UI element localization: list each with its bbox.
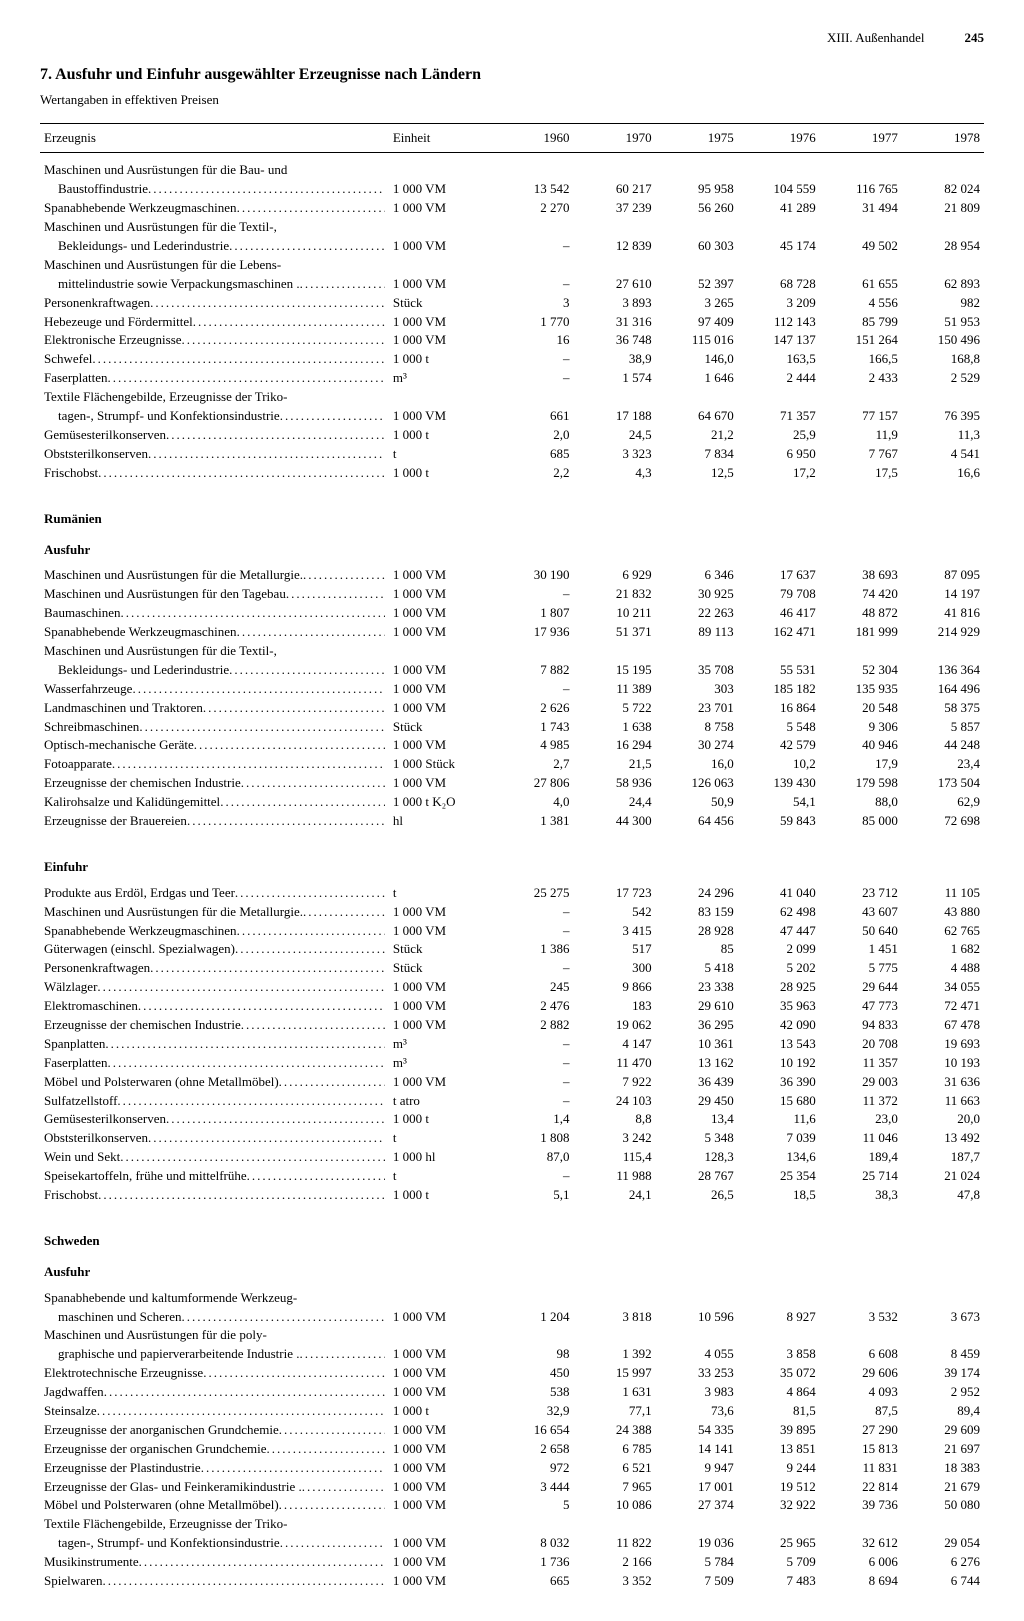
table-row: Personenkraftwagen Stück–3005 4185 2025 …	[40, 959, 984, 978]
col-product: Erzeugnis	[40, 123, 389, 153]
table-row: Güterwagen (einschl. Spezialwagen) Stück…	[40, 940, 984, 959]
table-row: Spanabhebende Werkzeugmaschinen 1 000 VM…	[40, 623, 984, 642]
page-header: XIII. Außenhandel 245	[40, 30, 984, 47]
table-row: Optisch-mechanische Geräte 1 000 VM4 985…	[40, 736, 984, 755]
table-row: Musikinstrumente 1 000 VM1 7362 1665 784…	[40, 1553, 984, 1572]
page-title: 7. Ausfuhr und Einfuhr ausgewählter Erze…	[40, 65, 984, 86]
table-row: Gemüsesterilkonserven 1 000 t2,024,521,2…	[40, 426, 984, 445]
table-row: Produkte aus Erdöl, Erdgas und Teer t25 …	[40, 884, 984, 903]
section-heading: Rumänien	[40, 483, 984, 536]
table-row: Maschinen und Ausrüstungen für die Metal…	[40, 903, 984, 922]
table-row: Möbel und Polsterwaren (ohne Metallmöbel…	[40, 1073, 984, 1092]
section-heading: Ausfuhr	[40, 1258, 984, 1289]
table-row: Bekleidungs- und Lederindustrie 1 000 VM…	[40, 237, 984, 256]
col-1960: 1960	[491, 123, 573, 153]
table-row: Baumaschinen 1 000 VM1 80710 21122 26346…	[40, 604, 984, 623]
table-row: graphische und papierverarbeitende Indus…	[40, 1345, 984, 1364]
table-row: Wasserfahrzeuge 1 000 VM–11 389303185 18…	[40, 680, 984, 699]
table-header-row: Erzeugnis Einheit 1960 1970 1975 1976 19…	[40, 123, 984, 153]
table-row: Maschinen und Ausrüstungen für die Texti…	[40, 642, 984, 661]
table-row: Speisekartoffeln, frühe und mittelfrühe …	[40, 1167, 984, 1186]
table-row: Erzeugnisse der organischen Grundchemie …	[40, 1440, 984, 1459]
table-row: Baustoffindustrie 1 000 VM13 54260 21795…	[40, 180, 984, 199]
table-row: Erzeugnisse der Plastindustrie 1 000 VM9…	[40, 1459, 984, 1478]
table-row: Maschinen und Ausrüstungen für die Bau- …	[40, 161, 984, 180]
table-row: Maschinen und Ausrüstungen für den Tageb…	[40, 585, 984, 604]
table-row: Möbel und Polsterwaren (ohne Metallmöbel…	[40, 1496, 984, 1515]
table-row: Obststerilkonserven t6853 3237 8346 9507…	[40, 445, 984, 464]
table-row: Elektronische Erzeugnisse 1 000 VM1636 7…	[40, 331, 984, 350]
table-row: Maschinen und Ausrüstungen für die Texti…	[40, 218, 984, 237]
table-row: Spanabhebende Werkzeugmaschinen 1 000 VM…	[40, 922, 984, 941]
table-body: Maschinen und Ausrüstungen für die Bau- …	[40, 153, 984, 1591]
table-row: Erzeugnisse der chemischen Industrie 1 0…	[40, 1016, 984, 1035]
table-row: Spielwaren 1 000 VM6653 3527 5097 4838 6…	[40, 1572, 984, 1591]
table-row: Elektromaschinen 1 000 VM2 47618329 6103…	[40, 997, 984, 1016]
table-row: Maschinen und Ausrüstungen für die poly-	[40, 1326, 984, 1345]
table-row: Personenkraftwagen Stück33 8933 2653 209…	[40, 294, 984, 313]
col-1977: 1977	[820, 123, 902, 153]
table-row: Steinsalze 1 000 t32,977,173,681,587,589…	[40, 1402, 984, 1421]
table-row: Spanabhebende Werkzeugmaschinen 1 000 VM…	[40, 199, 984, 218]
table-row: Spanabhebende und kaltumformende Werkzeu…	[40, 1289, 984, 1308]
table-row: Textile Flächengebilde, Erzeugnisse der …	[40, 1515, 984, 1534]
table-row: Jagdwaffen 1 000 VM5381 6313 9834 8644 0…	[40, 1383, 984, 1402]
table-row: Maschinen und Ausrüstungen für die Metal…	[40, 566, 984, 585]
col-unit: Einheit	[389, 123, 492, 153]
table-row: maschinen und Scheren 1 000 VM1 2043 818…	[40, 1308, 984, 1327]
data-table: Erzeugnis Einheit 1960 1970 1975 1976 19…	[40, 123, 984, 1591]
table-row: Hebezeuge und Fördermittel 1 000 VM1 770…	[40, 313, 984, 332]
table-row: Wälzlager 1 000 VM2459 86623 33828 92529…	[40, 978, 984, 997]
page-number: 245	[965, 30, 985, 47]
table-row: Textile Flächengebilde, Erzeugnisse der …	[40, 388, 984, 407]
table-row: Erzeugnisse der Brauereien hl1 38144 300…	[40, 812, 984, 831]
table-row: Gemüsesterilkonserven 1 000 t1,48,813,41…	[40, 1110, 984, 1129]
section-heading: Ausfuhr	[40, 536, 984, 567]
table-row: Kalirohsalze und Kalidüngemittel 1 000 t…	[40, 793, 984, 812]
table-row: mittelindustrie sowie Verpackungsmaschin…	[40, 275, 984, 294]
table-row: Obststerilkonserven t1 8083 2425 3487 03…	[40, 1129, 984, 1148]
table-row: Sulfatzellstoff t atro–24 10329 45015 68…	[40, 1092, 984, 1111]
subtitle: Wertangaben in effektiven Preisen	[40, 92, 984, 109]
table-row: Faserplatten m³–11 47013 16210 19211 357…	[40, 1054, 984, 1073]
table-row: Landmaschinen und Traktoren 1 000 VM2 62…	[40, 699, 984, 718]
section-heading: Einfuhr	[40, 831, 984, 884]
table-row: Elektrotechnische Erzeugnisse 1 000 VM45…	[40, 1364, 984, 1383]
col-1970: 1970	[574, 123, 656, 153]
section-heading: Schweden	[40, 1205, 984, 1258]
col-1975: 1975	[656, 123, 738, 153]
table-row: tagen-, Strumpf- und Konfektionsindustri…	[40, 1534, 984, 1553]
table-row: tagen-, Strumpf- und Konfektionsindustri…	[40, 407, 984, 426]
table-row: Frischobst 1 000 t5,124,126,518,538,347,…	[40, 1186, 984, 1205]
table-row: Schreibmaschinen Stück1 7431 6388 7585 5…	[40, 718, 984, 737]
col-1976: 1976	[738, 123, 820, 153]
table-row: Erzeugnisse der anorganischen Grundchemi…	[40, 1421, 984, 1440]
table-row: Schwefel 1 000 t–38,9146,0163,5166,5168,…	[40, 350, 984, 369]
table-row: Faserplatten m³–1 5741 6462 4442 4332 52…	[40, 369, 984, 388]
table-row: Frischobst 1 000 t2,24,312,517,217,516,6	[40, 464, 984, 483]
table-row: Fotoapparate 1 000 Stück2,721,516,010,21…	[40, 755, 984, 774]
col-1978: 1978	[902, 123, 984, 153]
table-row: Erzeugnisse der chemischen Industrie 1 0…	[40, 774, 984, 793]
table-row: Maschinen und Ausrüstungen für die Leben…	[40, 256, 984, 275]
table-row: Spanplatten m³–4 14710 36113 54320 70819…	[40, 1035, 984, 1054]
table-row: Wein und Sekt 1 000 hl87,0115,4128,3134,…	[40, 1148, 984, 1167]
table-row: Bekleidungs- und Lederindustrie 1 000 VM…	[40, 661, 984, 680]
chapter-label: XIII. Außenhandel	[827, 30, 924, 47]
table-row: Erzeugnisse der Glas- und Feinkeramikind…	[40, 1478, 984, 1497]
